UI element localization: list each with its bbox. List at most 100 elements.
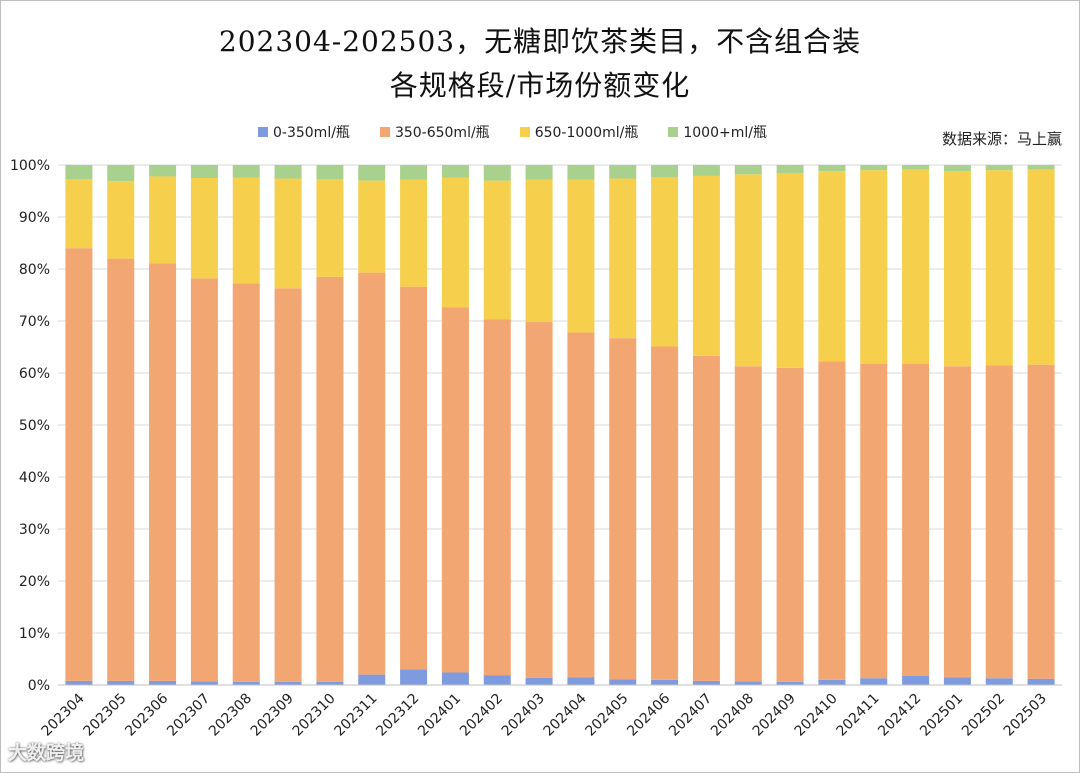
bar-segment-202402-s1 <box>483 319 511 676</box>
bar-segment-202311-s0 <box>358 674 386 685</box>
x-tick-label: 202406 <box>624 690 673 739</box>
x-tick-label: 202309 <box>248 691 297 740</box>
bar-segment-202308-s3 <box>232 165 260 178</box>
bar-segment-202404-s3 <box>567 165 595 180</box>
bar-segment-202411-s1 <box>860 363 888 679</box>
bar-segment-202304-s0 <box>65 680 93 685</box>
x-tick-label: 202401 <box>415 691 464 740</box>
legend-label: 1000+ml/瓶 <box>683 125 767 141</box>
bar-segment-202406-s2 <box>651 176 679 347</box>
bar-segment-202306-s1 <box>149 263 177 681</box>
bar-segment-202312-s2 <box>400 179 428 287</box>
bar-segment-202408-s1 <box>734 366 762 682</box>
bar-segment-202306-s0 <box>149 680 177 685</box>
bar-segment-202404-s1 <box>567 332 595 678</box>
legend-label: 0-350ml/瓶 <box>273 125 350 141</box>
bar-segment-202308-s0 <box>232 681 260 685</box>
bar-segment-202307-s2 <box>190 178 218 279</box>
x-tick-label: 202306 <box>122 690 171 739</box>
x-tick-label: 202311 <box>331 691 380 740</box>
bar-segment-202405-s2 <box>609 178 637 339</box>
bar-segment-202311-s1 <box>358 272 386 675</box>
bar-segment-202503-s0 <box>1027 678 1055 685</box>
x-tick-label: 202305 <box>80 691 129 740</box>
legend-item-0: 0-350ml/瓶 <box>258 122 350 142</box>
bar-segment-202405-s1 <box>609 338 637 680</box>
y-tick-label: 70% <box>19 314 50 330</box>
bar-segment-202410-s3 <box>818 165 846 172</box>
bar-segment-202308-s2 <box>232 177 260 284</box>
bar-segment-202309-s2 <box>274 178 302 289</box>
x-tick-label: 202308 <box>206 691 255 740</box>
legend-swatch <box>519 127 530 137</box>
bar-segment-202501-s0 <box>943 677 971 685</box>
x-tick-label: 202307 <box>164 691 213 740</box>
bar-segment-202307-s1 <box>190 278 218 682</box>
legend-item-3: 1000+ml/瓶 <box>668 122 767 142</box>
x-tick-label: 202408 <box>708 691 757 740</box>
x-tick-label: 202410 <box>792 691 841 740</box>
x-tick-label: 202402 <box>457 691 506 740</box>
bar-segment-202406-s3 <box>651 165 679 177</box>
bar-segment-202310-s0 <box>316 681 344 685</box>
bar-segment-202304-s2 <box>65 179 93 249</box>
bar-segment-202409-s1 <box>776 367 804 682</box>
bar-segment-202306-s2 <box>149 176 177 264</box>
bar-segment-202409-s3 <box>776 165 804 174</box>
bar-segment-202309-s3 <box>274 165 302 179</box>
bar-segment-202411-s2 <box>860 170 888 364</box>
bar-segment-202305-s0 <box>107 680 135 685</box>
bar-segment-202401-s2 <box>441 177 469 308</box>
y-tick-label: 20% <box>19 574 50 590</box>
y-tick-label: 50% <box>19 418 50 434</box>
bar-segment-202502-s2 <box>985 170 1013 366</box>
data-source-note: 数据来源：马上赢 <box>941 130 1062 148</box>
bar-segment-202407-s0 <box>692 680 720 685</box>
bar-segment-202409-s2 <box>776 173 804 368</box>
bar-segment-202401-s0 <box>441 672 469 685</box>
x-tick-label: 202411 <box>833 691 882 740</box>
x-tick-label: 202412 <box>875 691 924 740</box>
bar-segment-202410-s2 <box>818 171 846 362</box>
bar-segment-202412-s3 <box>902 165 930 170</box>
bar-segment-202402-s3 <box>483 165 511 181</box>
x-tick-label: 202310 <box>290 691 339 740</box>
bar-segment-202401-s3 <box>441 165 469 178</box>
x-tick-label: 202404 <box>541 690 590 739</box>
bar-segment-202503-s3 <box>1027 165 1055 170</box>
bar-segment-202310-s2 <box>316 179 344 277</box>
x-tick-label: 202409 <box>750 691 799 740</box>
y-tick-label: 0% <box>28 678 50 694</box>
chart-legend: 0-350ml/瓶 350-650ml/瓶 650-1000ml/瓶 1000+ml/… <box>258 122 797 142</box>
bar-segment-202501-s2 <box>943 171 971 367</box>
bar-segment-202411-s3 <box>860 165 888 171</box>
bar-segment-202412-s0 <box>902 675 930 685</box>
bar-segment-202501-s3 <box>943 165 971 172</box>
x-tick-label: 202403 <box>499 691 548 740</box>
bar-segment-202502-s0 <box>985 678 1013 685</box>
y-tick-label: 100% <box>10 158 50 174</box>
bar-segment-202408-s3 <box>734 165 762 175</box>
legend-swatch <box>379 127 390 137</box>
bar-segment-202405-s3 <box>609 165 637 179</box>
x-tick-label: 202312 <box>373 691 422 740</box>
legend-item-2: 650-1000ml/瓶 <box>519 122 638 142</box>
y-tick-label: 90% <box>19 210 50 226</box>
bar-segment-202407-s1 <box>692 355 720 681</box>
bar-segment-202403-s0 <box>525 677 553 685</box>
bar-segment-202401-s1 <box>441 307 469 673</box>
bar-segment-202503-s1 <box>1027 364 1055 679</box>
bar-segment-202309-s0 <box>274 681 302 685</box>
x-tick-label: 202501 <box>917 691 966 740</box>
x-tick-label: 202503 <box>1001 691 1050 740</box>
bar-segment-202502-s1 <box>985 365 1013 679</box>
bar-segment-202304-s1 <box>65 248 93 681</box>
bar-segment-202311-s2 <box>358 180 386 273</box>
bar-segment-202404-s2 <box>567 179 595 333</box>
bar-segment-202403-s2 <box>525 179 553 323</box>
x-tick-label: 202502 <box>959 691 1008 740</box>
legend-item-1: 350-650ml/瓶 <box>379 122 490 142</box>
bar-segment-202306-s3 <box>149 165 177 177</box>
bar-segment-202309-s1 <box>274 288 302 682</box>
